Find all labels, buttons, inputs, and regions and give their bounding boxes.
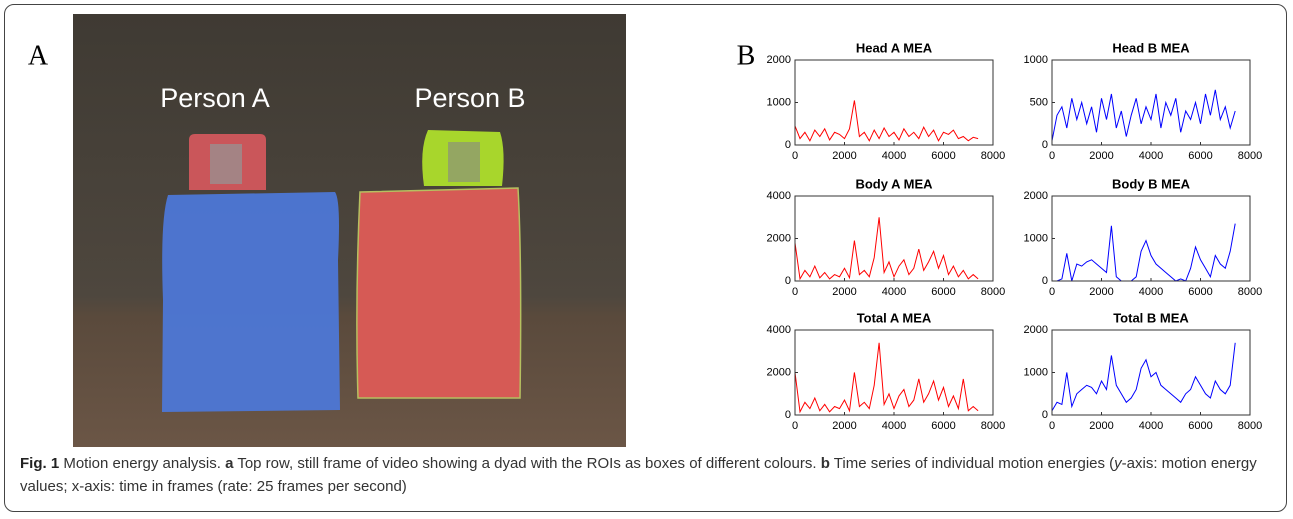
x-tick-label: 2000 (832, 150, 856, 162)
person-label: Person B (414, 83, 525, 113)
series-line (1051, 89, 1236, 141)
roi-body-a (162, 192, 340, 412)
x-tick-label: 4000 (1139, 150, 1163, 162)
caption-text: Top row, still frame of video showing a … (233, 455, 821, 472)
x-tick-label: 2000 (1089, 286, 1113, 298)
axes-box (1051, 329, 1251, 416)
x-tick-label: 6000 (931, 150, 955, 162)
x-tick-label: 4000 (1139, 286, 1163, 298)
x-tick-label: 8000 (981, 150, 1005, 162)
caption-text: Time series of individual motion energie… (829, 455, 1115, 472)
y-tick-label: 0 (785, 139, 791, 151)
series-line (794, 100, 979, 142)
panel-label: A (28, 40, 49, 71)
y-tick-label: 2000 (767, 366, 791, 378)
y-tick-label: 2000 (1024, 324, 1048, 336)
x-tick-label: 6000 (931, 420, 955, 432)
y-tick-label: 2000 (767, 54, 791, 66)
x-tick-label: 0 (792, 420, 798, 432)
x-tick-label: 8000 (981, 286, 1005, 298)
x-tick-label: 0 (1049, 286, 1055, 298)
y-tick-label: 1000 (1024, 366, 1048, 378)
x-tick-label: 0 (1049, 150, 1055, 162)
chart-title: Total A MEA (857, 310, 932, 325)
x-tick-label: 8000 (981, 420, 1005, 432)
x-tick-label: 2000 (832, 286, 856, 298)
x-tick-label: 2000 (1089, 420, 1113, 432)
y-tick-label: 1000 (1024, 54, 1048, 66)
chart-title: Head B MEA (1112, 40, 1190, 55)
axes-box (1051, 195, 1251, 282)
x-tick-label: 2000 (832, 420, 856, 432)
series-line (794, 217, 979, 281)
y-tick-label: 2000 (767, 232, 791, 244)
caption: Fig. 1 Motion energy analysis. a Top row… (20, 452, 1270, 498)
x-tick-label: 6000 (1188, 150, 1212, 162)
y-tick-label: 2000 (1024, 190, 1048, 202)
face-blur (210, 144, 242, 184)
caption-text: Motion energy analysis. (59, 455, 226, 472)
x-tick-label: 0 (792, 150, 798, 162)
series-line (1052, 223, 1236, 282)
x-tick-label: 8000 (1238, 150, 1262, 162)
x-tick-label: 8000 (1238, 286, 1262, 298)
x-tick-label: 4000 (1139, 420, 1163, 432)
x-tick-label: 4000 (882, 150, 906, 162)
face-blur (448, 142, 480, 182)
caption-text: -axis: motion energy values; x-axis: tim… (20, 455, 1257, 495)
caption-fig: Fig. 1 (20, 455, 60, 472)
series-line (794, 342, 979, 414)
x-tick-label: 4000 (882, 286, 906, 298)
figure-frame (4, 4, 1287, 512)
photo-background (73, 14, 626, 447)
y-tick-label: 0 (1042, 139, 1048, 151)
series-line (1051, 342, 1236, 412)
axes-box (794, 329, 994, 416)
roi-body-b (356, 187, 522, 399)
x-tick-label: 4000 (882, 420, 906, 432)
chart-title: Head A MEA (856, 40, 933, 55)
y-tick-label: 0 (785, 409, 791, 421)
y-tick-label: 500 (1030, 96, 1048, 108)
caption-text: y (1114, 455, 1122, 472)
chart-title: Total B MEA (1113, 310, 1189, 325)
figure: A B Person A Person B Head A MEA 0 2000 400… (28, 14, 1262, 447)
x-tick-label: 6000 (1188, 286, 1212, 298)
caption-text: a (225, 455, 234, 472)
y-tick-label: 0 (1042, 409, 1048, 421)
x-tick-label: 6000 (1188, 420, 1212, 432)
photo: Person A Person B (73, 14, 626, 447)
y-tick-label: 4000 (767, 324, 791, 336)
x-tick-label: 6000 (931, 286, 955, 298)
y-tick-label: 1000 (1024, 232, 1048, 244)
panel-label: B (737, 40, 756, 71)
y-tick-label: 4000 (767, 190, 791, 202)
y-tick-label: 0 (1042, 275, 1048, 287)
x-tick-label: 0 (792, 286, 798, 298)
chart-title: Body A MEA (855, 176, 933, 191)
x-tick-label: 0 (1049, 420, 1055, 432)
caption-text: b (820, 455, 830, 472)
person-label: Person A (160, 83, 270, 113)
x-tick-label: 2000 (1089, 150, 1113, 162)
chart-title: Body B MEA (1112, 176, 1191, 191)
x-tick-label: 8000 (1238, 420, 1262, 432)
y-tick-label: 0 (785, 275, 791, 287)
y-tick-label: 1000 (767, 96, 791, 108)
axes-box (794, 195, 994, 282)
